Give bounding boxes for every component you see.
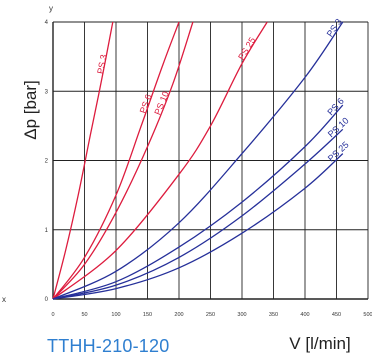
series-lines (52, 21, 344, 300)
series-line (52, 21, 180, 300)
series-line (52, 128, 344, 300)
y-tick-label: 3 (45, 89, 49, 95)
series-label: PS 3 (325, 17, 344, 39)
series-line (52, 21, 344, 300)
series-label: PS 3 (95, 54, 109, 75)
y-axis-letter: y (49, 4, 53, 13)
y-axis-title: Δp [bar] (21, 80, 40, 140)
x-tick-label: 150 (143, 312, 152, 318)
x-tick-label: 0 (51, 312, 54, 318)
series-label: PS 6 (138, 93, 154, 115)
x-tick-label: 100 (111, 312, 120, 318)
series-label: PS 25 (236, 35, 257, 61)
x-tick-label: 250 (206, 312, 215, 318)
x-tick-label: 500 (363, 312, 372, 318)
x-tick-label: 50 (81, 312, 87, 318)
series-label: PS 10 (152, 90, 170, 116)
series-line (52, 153, 344, 300)
x-tick-label: 300 (237, 312, 246, 318)
series-line (52, 21, 194, 300)
series-line (52, 104, 344, 300)
series-line (52, 21, 114, 300)
x-tick-label: 450 (332, 312, 341, 318)
x-tick-label: 400 (300, 312, 309, 318)
y-tick-label: 2 (45, 159, 49, 165)
series-label: PS 10 (326, 115, 351, 139)
y-tick-label: 4 (45, 20, 49, 26)
series-label: PS 6 (325, 96, 346, 117)
series-label: PS 25 (326, 140, 351, 164)
series-line (52, 21, 268, 300)
product-code: TTHH-210-120 (47, 336, 170, 356)
y-tick-label: 1 (45, 228, 49, 234)
x-tick-label: 350 (269, 312, 278, 318)
x-axis-title: V [l/min] (289, 334, 350, 353)
y-tick-label: 0 (45, 297, 49, 303)
x-axis-letter: x (2, 295, 6, 304)
grid (52, 21, 369, 300)
tick-labels: 0 50 100 150 200 250 300 350 400 450 500 0 1 2 3 4 (45, 20, 372, 318)
x-tick-label: 200 (174, 312, 183, 318)
